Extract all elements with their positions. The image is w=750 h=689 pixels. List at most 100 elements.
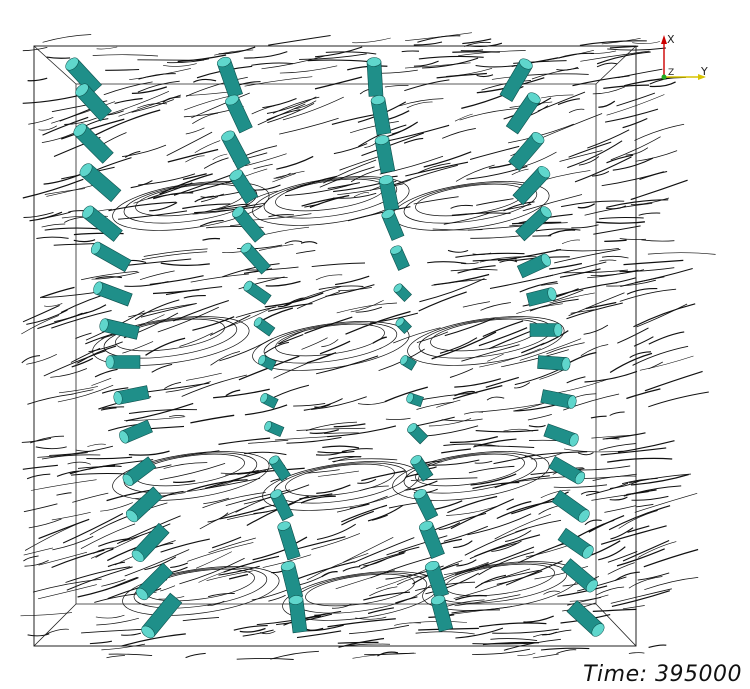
streamline (162, 96, 181, 103)
streamline (385, 417, 411, 420)
streamline (442, 127, 476, 139)
streamline (20, 612, 73, 617)
vortex-loop (123, 452, 258, 494)
cylinder-cap (395, 317, 405, 327)
streamline (494, 475, 550, 489)
streamline (167, 148, 219, 163)
streamline (159, 173, 213, 195)
streamline (579, 40, 647, 46)
streamline (618, 510, 658, 529)
streamline (543, 590, 560, 595)
streamline (46, 628, 69, 635)
streamline (21, 437, 52, 443)
streamline (627, 525, 650, 533)
cylinder-cap (122, 473, 134, 487)
streamline (338, 637, 385, 648)
director-cylinder (264, 420, 285, 437)
streamline (286, 436, 342, 444)
streamline (443, 525, 488, 542)
director-cylinder (399, 355, 417, 371)
streamline (384, 84, 409, 88)
cylinder-cap (268, 455, 280, 465)
streamline (631, 495, 669, 501)
streamline (265, 280, 301, 287)
streamline (144, 556, 177, 571)
streamline (427, 261, 467, 264)
streamline (443, 213, 489, 225)
streamline (279, 65, 338, 74)
streamline (279, 117, 339, 135)
streamline (639, 170, 668, 181)
streamline (248, 439, 289, 444)
streamline (454, 594, 521, 607)
cylinder-cap (113, 391, 123, 405)
streamline (177, 54, 227, 63)
streamline (296, 630, 342, 639)
streamline (22, 46, 48, 52)
streamline (463, 411, 484, 415)
streamline (128, 303, 197, 318)
streamline (556, 649, 577, 654)
streamline (160, 262, 210, 267)
streamline (623, 485, 682, 497)
cylinder-cap (406, 392, 414, 404)
streamline (309, 429, 339, 434)
streamline (450, 269, 498, 272)
streamline (511, 168, 529, 176)
streamline (27, 77, 48, 82)
streamline (610, 588, 672, 604)
streamline (36, 236, 69, 239)
streamline (394, 622, 422, 626)
streamline (207, 600, 225, 606)
streamline (341, 510, 374, 526)
director-cylinder (119, 419, 153, 444)
cylinder-cap (73, 123, 87, 137)
streamline (634, 123, 685, 141)
streamline (558, 52, 594, 59)
streamline (418, 55, 484, 60)
director-cylinder (73, 123, 114, 164)
streamline (165, 286, 223, 296)
streamline (487, 353, 504, 362)
streamline (431, 279, 487, 286)
bounding-box (33, 45, 637, 647)
director-cylinder (240, 242, 271, 275)
streamline (596, 221, 645, 224)
streamline (194, 195, 214, 203)
y-axis-arrow (698, 74, 706, 80)
streamline (353, 192, 370, 198)
streamline (608, 505, 671, 531)
streamline (501, 349, 569, 368)
streamline (131, 99, 174, 113)
streamline (472, 648, 531, 655)
streamline (444, 317, 495, 337)
director-cylinder (370, 95, 392, 136)
cylinder-cap (527, 92, 541, 104)
streamline (284, 240, 303, 245)
streamline (453, 580, 511, 599)
streamline (569, 594, 609, 602)
streamline (125, 402, 194, 422)
streamline (56, 492, 72, 496)
cylinder-cap (141, 625, 155, 639)
streamline (352, 37, 391, 44)
streamline (590, 269, 645, 276)
streamline (586, 482, 629, 496)
streamline (81, 270, 138, 281)
cylinder-cap (221, 130, 235, 142)
streamline (598, 100, 616, 108)
streamline (379, 155, 444, 175)
streamline (102, 406, 125, 409)
streamline (460, 262, 479, 265)
streamline (527, 414, 552, 421)
director-cylinder (268, 455, 291, 482)
streamline (62, 513, 124, 544)
streamline (23, 503, 58, 513)
streamline (441, 448, 471, 454)
streamline (96, 617, 139, 626)
streamline (474, 460, 493, 464)
streamline (619, 267, 675, 273)
streamline (478, 327, 528, 347)
streamline (395, 596, 418, 604)
streamline (519, 338, 582, 361)
